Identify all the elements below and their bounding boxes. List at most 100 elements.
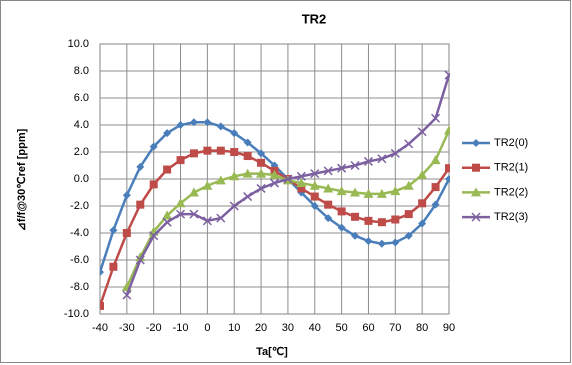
marker <box>243 192 253 202</box>
marker <box>135 252 146 262</box>
y-tick-label: -4.0 <box>70 227 89 239</box>
legend-marker <box>472 139 480 147</box>
marker <box>390 148 400 158</box>
legend-marker <box>472 163 480 172</box>
marker <box>122 229 131 237</box>
marker <box>296 171 306 181</box>
marker <box>109 262 118 271</box>
marker <box>202 216 212 226</box>
marker <box>230 129 239 138</box>
marker <box>323 183 334 193</box>
marker <box>257 158 266 167</box>
y-tick-label: 4.0 <box>74 119 89 131</box>
marker <box>176 156 185 165</box>
marker <box>100 268 104 277</box>
marker <box>189 149 198 158</box>
x-tick-label: 40 <box>309 322 321 334</box>
legend-symbol <box>472 163 480 172</box>
marker <box>350 160 360 171</box>
y-tick-label: 8.0 <box>74 65 89 77</box>
marker <box>203 118 212 127</box>
marker <box>189 118 198 127</box>
marker <box>324 214 333 223</box>
marker <box>189 209 199 219</box>
marker <box>336 186 347 196</box>
x-tick-label: -30 <box>119 322 135 334</box>
legend-symbol <box>471 187 481 197</box>
marker <box>162 217 172 227</box>
marker <box>136 162 145 171</box>
marker <box>391 238 400 247</box>
marker <box>403 180 414 190</box>
marker <box>230 148 239 156</box>
marker <box>377 154 387 164</box>
x-tick-label: 0 <box>204 322 210 334</box>
marker <box>337 223 346 232</box>
legend-label: TR2(1) <box>494 162 528 174</box>
marker <box>243 138 252 147</box>
marker <box>364 216 373 225</box>
marker <box>216 146 225 155</box>
legend-symbol <box>472 139 480 147</box>
marker <box>417 169 428 179</box>
marker <box>337 207 346 216</box>
marker <box>417 127 427 137</box>
marker <box>149 142 158 151</box>
y-tick-label: 6.0 <box>74 92 89 104</box>
marker <box>297 184 306 193</box>
marker <box>243 152 252 161</box>
marker <box>229 171 240 181</box>
marker <box>229 201 239 211</box>
x-tick-label: 20 <box>255 322 267 334</box>
marker <box>122 191 131 200</box>
marker <box>162 210 173 220</box>
y-tick-label: 2.0 <box>74 146 89 158</box>
marker <box>135 255 145 265</box>
marker <box>430 155 441 165</box>
marker <box>391 215 400 224</box>
marker <box>310 192 319 201</box>
marker <box>215 175 226 185</box>
marker <box>350 187 361 197</box>
x-axis-label: Ta[℃] <box>256 346 288 358</box>
marker <box>310 169 320 179</box>
marker <box>149 180 158 189</box>
marker <box>176 121 185 129</box>
y-tick-label: -6.0 <box>70 254 89 266</box>
x-tick-label: -10 <box>173 322 189 334</box>
marker <box>363 188 374 198</box>
chart-title: TR2 <box>302 11 327 26</box>
marker <box>202 180 213 190</box>
marker <box>351 231 360 240</box>
legend-label: TR2(2) <box>494 186 528 198</box>
marker <box>351 212 360 221</box>
x-tick-label: 80 <box>416 322 428 334</box>
marker <box>188 187 199 197</box>
y-tick-label: -10.0 <box>64 308 89 320</box>
marker <box>283 174 293 184</box>
legend-marker <box>471 212 481 222</box>
marker <box>269 178 280 188</box>
marker <box>418 199 427 208</box>
marker <box>216 213 226 223</box>
x-tick-label: -40 <box>92 322 108 334</box>
x-tick-label: 30 <box>282 322 294 334</box>
marker <box>122 290 132 300</box>
x-tick-label: 50 <box>335 322 347 334</box>
marker <box>444 70 450 80</box>
marker <box>163 129 172 138</box>
marker <box>376 188 387 198</box>
marker <box>149 231 159 241</box>
y-tick-label: 10.0 <box>68 38 89 50</box>
marker <box>377 218 386 227</box>
x-tick-label: 90 <box>443 322 455 334</box>
x-tick-label: 10 <box>228 322 240 334</box>
y-tick-label: -8.0 <box>70 281 89 293</box>
marker <box>377 239 386 248</box>
marker <box>176 209 186 219</box>
marker <box>431 200 440 209</box>
marker <box>390 186 401 196</box>
marker <box>216 122 225 131</box>
marker <box>310 202 319 210</box>
